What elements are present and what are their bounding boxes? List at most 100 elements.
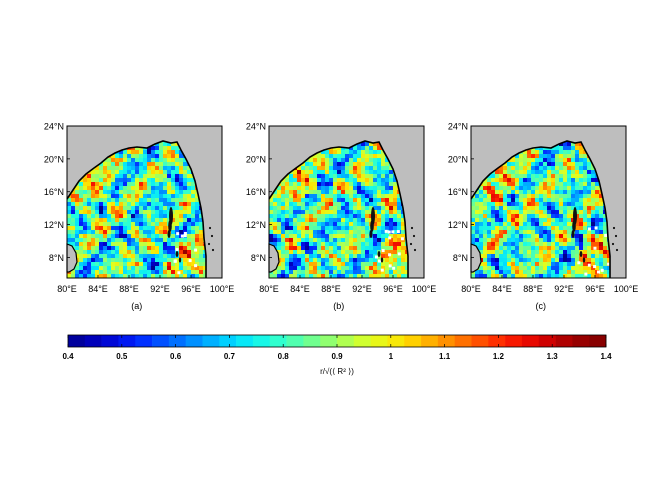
island [582, 257, 586, 263]
map-frame [268, 125, 425, 279]
island [370, 220, 374, 232]
colorbar-tick-label: 1.1 [439, 352, 451, 361]
lon-tick-label: 80°E [57, 284, 77, 294]
lat-tick-label: 20°N [246, 154, 266, 164]
lat-tick-label: 24°N [246, 122, 266, 132]
colorbar-tick-label: 1.3 [547, 352, 559, 361]
panel-caption: (a) [131, 301, 142, 311]
colorbar-segment [185, 335, 203, 347]
map-panel-c: 80°E 84°E 88°E 92°E 96°E 100°E 24°N 20°N 16°N 12°… [448, 122, 638, 312]
colorbar-segment [421, 335, 439, 347]
coastline [470, 140, 611, 278]
island [410, 226, 414, 230]
lon-tick-label: 88°E [119, 284, 139, 294]
colorbar-segment [168, 335, 186, 347]
colorbar-segment [538, 335, 556, 347]
lon-tick-label: 84°E [492, 284, 512, 294]
ratio-field [471, 141, 610, 278]
colorbar-segment [387, 335, 405, 347]
island [208, 226, 212, 230]
lat-tick-label: 8°N [453, 253, 468, 263]
colorbar-segment [286, 335, 304, 347]
colorbar-segment [505, 335, 523, 347]
island [409, 242, 413, 246]
lat-tick-label: 20°N [448, 154, 468, 164]
colorbar-segment [84, 335, 102, 347]
colorbar-tick-label: 0.4 [62, 352, 74, 361]
colorbar-segment [572, 335, 590, 347]
lat-tick-label: 12°N [44, 220, 64, 230]
colorbar-tick-label: 0.6 [170, 352, 182, 361]
colorbar-segment [404, 335, 422, 347]
coastline [66, 140, 207, 278]
map-panels: 80°E 84°E 88°E 92°E 96°E 100°E 24°N 20°N 16°N 12°… [44, 122, 638, 312]
lon-tick-label: 92°E [352, 284, 372, 294]
colorbar-segment [320, 335, 338, 347]
lon-tick-label: 84°E [290, 284, 310, 294]
lon-tick-label: 84°E [88, 284, 108, 294]
panel-caption: (c) [536, 301, 547, 311]
colorbar-tick-label: 0.7 [224, 352, 236, 361]
colorbar-segment [471, 335, 489, 347]
lon-tick-label: 100°E [210, 284, 235, 294]
colorbar-segment [269, 335, 287, 347]
lat-tick-label: 8°N [49, 253, 64, 263]
colorbar-segment [337, 335, 355, 347]
island [167, 230, 171, 238]
island [211, 248, 215, 252]
island [210, 234, 214, 238]
colorbar-segment [236, 335, 254, 347]
map-panel-a: 80°E 84°E 88°E 92°E 96°E 100°E 24°N 20°N 16°N 12°… [44, 122, 234, 312]
lon-tick-label: 96°E [383, 284, 403, 294]
lat-tick-label: 16°N [246, 187, 266, 197]
lat-tick-label: 24°N [448, 122, 468, 132]
lon-tick-label: 96°E [585, 284, 605, 294]
map-panel-b: 80°E 84°E 88°E 92°E 96°E 100°E 24°N 20°N 16°N 12°… [246, 122, 436, 312]
lon-tick-label: 100°E [614, 284, 639, 294]
island [579, 251, 583, 257]
island [572, 220, 576, 232]
island [207, 242, 211, 246]
island [168, 220, 172, 232]
colorbar-tick-label: 0.9 [331, 352, 343, 361]
island [175, 251, 179, 257]
island [615, 248, 619, 252]
colorbar-segment [303, 335, 321, 347]
lon-tick-label: 92°E [150, 284, 170, 294]
island [614, 234, 618, 238]
colorbar-tick-label: 1.4 [600, 352, 612, 361]
colorbar-tick-label: 1 [389, 352, 394, 361]
lat-tick-label: 12°N [448, 220, 468, 230]
colorbar-segment [135, 335, 153, 347]
lon-tick-label: 96°E [181, 284, 201, 294]
lon-tick-label: 80°E [461, 284, 481, 294]
colorbar-segment [454, 335, 472, 347]
panel-caption: (b) [333, 301, 344, 311]
lat-tick-label: 24°N [44, 122, 64, 132]
island [571, 230, 575, 238]
colorbar-segment [555, 335, 573, 347]
island [611, 242, 615, 246]
colorbar-tick-label: 0.8 [278, 352, 290, 361]
lon-tick-label: 92°E [554, 284, 574, 294]
island [413, 248, 417, 252]
colorbar: 0.4 0.5 0.6 0.7 0.8 0.9 1 1.1 1.2 1.3 1.4 r/√(⟨ R² … [62, 334, 612, 376]
lat-tick-label: 16°N [448, 187, 468, 197]
colorbar-segment [68, 335, 86, 347]
colorbar-segment [370, 335, 388, 347]
lon-tick-label: 80°E [259, 284, 279, 294]
lon-tick-label: 88°E [523, 284, 543, 294]
colorbar-segment [252, 335, 271, 347]
map-frame [470, 125, 627, 279]
colorbar-segment [202, 335, 220, 347]
colorbar-segment [521, 335, 540, 347]
island [412, 234, 416, 238]
colorbar-segment [152, 335, 170, 347]
colorbar-tick-label: 1.2 [493, 352, 505, 361]
island [178, 257, 182, 263]
colorbar-segment [437, 335, 455, 347]
colorbar-segment [488, 335, 506, 347]
lat-tick-label: 12°N [246, 220, 266, 230]
